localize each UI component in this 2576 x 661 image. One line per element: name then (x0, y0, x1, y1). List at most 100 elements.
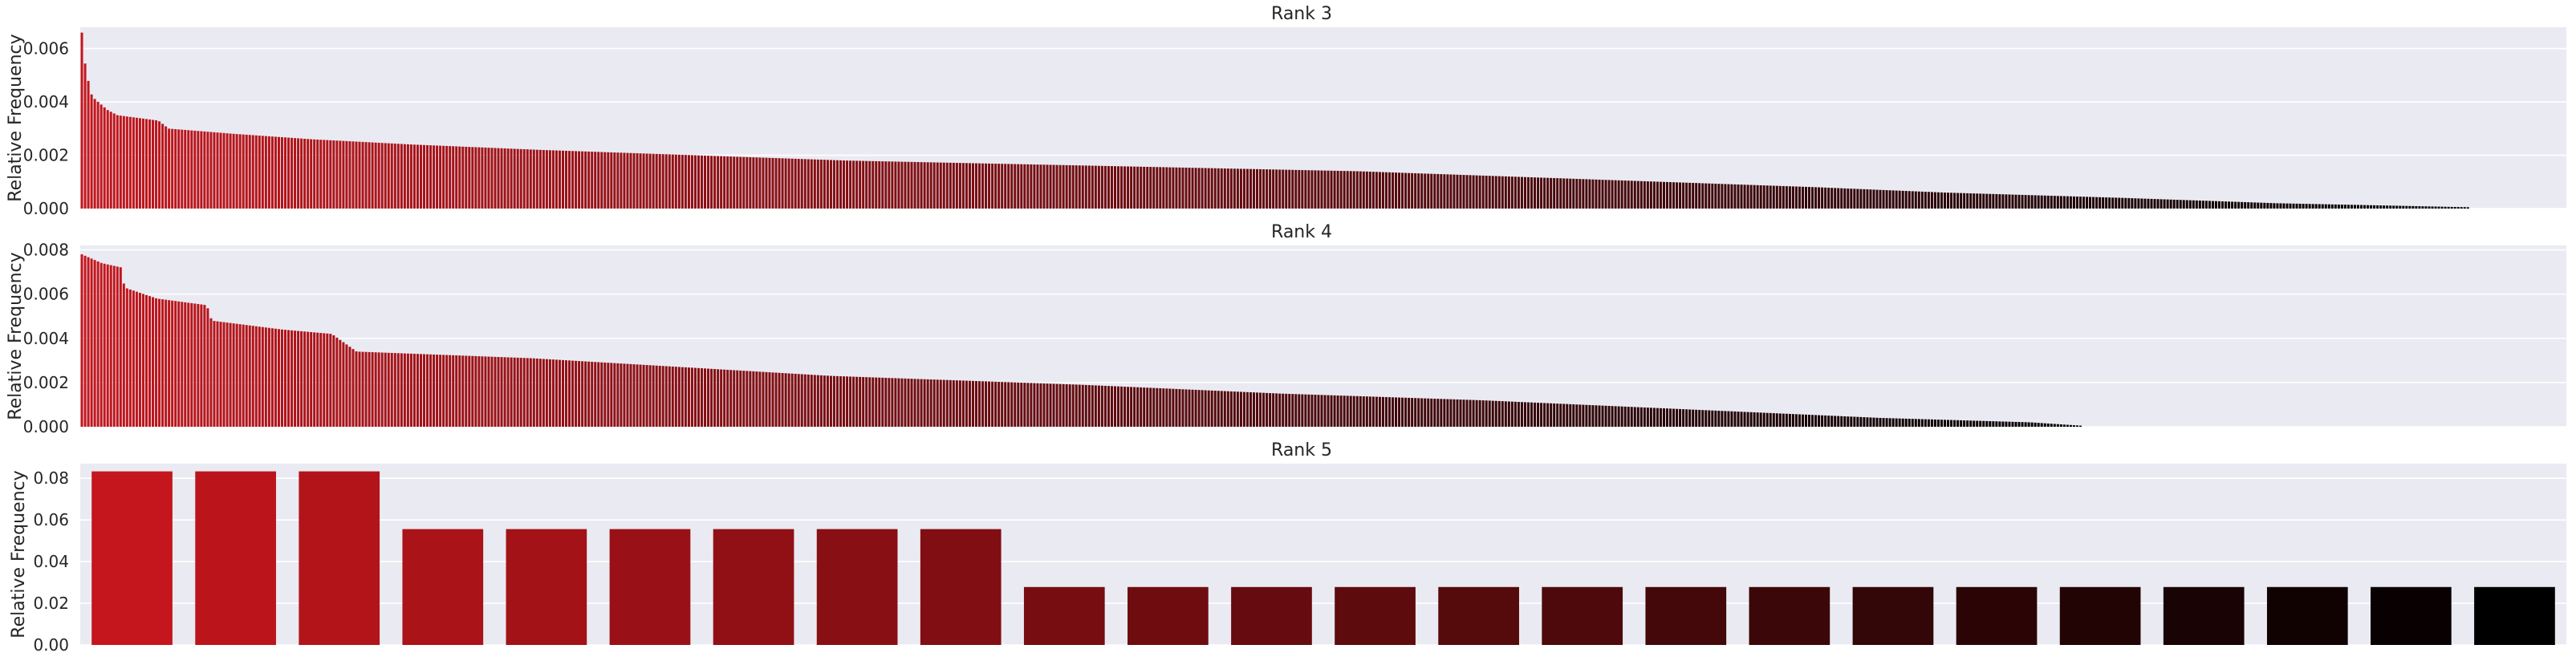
bar (2321, 204, 2324, 209)
bar (1704, 183, 1708, 209)
bar (1888, 190, 1891, 209)
bar (1408, 397, 1411, 427)
bar (2214, 201, 2217, 209)
bar (1882, 189, 1885, 209)
bar (597, 152, 600, 209)
bar (729, 156, 733, 209)
bar (994, 381, 997, 427)
bar (1811, 187, 1814, 209)
bar (939, 162, 942, 209)
bar (1733, 411, 1737, 427)
bar (1979, 420, 1982, 427)
bar (377, 142, 380, 209)
bar (197, 303, 200, 427)
bar (910, 379, 913, 427)
bar (1039, 383, 1042, 427)
bar (1765, 412, 1769, 427)
bar (568, 151, 571, 209)
bar (916, 379, 920, 427)
bar (872, 377, 875, 427)
bar (1646, 408, 1649, 427)
bar (920, 379, 923, 427)
bar (203, 305, 206, 427)
bar (985, 163, 988, 209)
bar (1572, 178, 1575, 209)
bar (1210, 168, 1213, 209)
bar (351, 141, 355, 209)
bar (1914, 419, 1917, 427)
bar (345, 140, 348, 209)
bar (1827, 416, 1830, 427)
bar (1388, 397, 1391, 427)
bar (1026, 383, 1030, 427)
bar (794, 373, 797, 427)
bar (784, 158, 787, 209)
bar (2011, 194, 2014, 209)
bar (862, 377, 865, 427)
bar (2266, 586, 2348, 645)
bar (1343, 171, 1346, 209)
bar (283, 330, 286, 427)
bar (1291, 394, 1294, 427)
bar (1872, 417, 1875, 427)
bar (1339, 395, 1343, 427)
bar (254, 326, 258, 427)
bar (1307, 394, 1310, 427)
bar (1335, 586, 1416, 645)
bar (1427, 398, 1430, 427)
bar (1989, 421, 1992, 427)
bar (187, 130, 190, 209)
bar (932, 162, 936, 209)
bar (1110, 166, 1113, 209)
bar (920, 529, 1002, 645)
bar (594, 362, 597, 427)
bar (1643, 180, 1646, 209)
bar (1888, 418, 1891, 427)
bar (926, 162, 929, 209)
bar (1695, 183, 1698, 209)
bar (929, 162, 932, 209)
bar (1291, 169, 1294, 209)
bar (270, 136, 274, 209)
bar (1127, 166, 1130, 209)
bar (1778, 185, 1782, 209)
bar (287, 137, 291, 209)
bar (1859, 189, 1863, 209)
bar (639, 153, 642, 209)
bar (1414, 172, 1417, 209)
bar (1001, 382, 1004, 427)
bar (1646, 181, 1649, 209)
bar (2046, 195, 2050, 209)
bar (1765, 185, 1769, 209)
bar (1818, 187, 1821, 209)
bar (1472, 399, 1475, 427)
bar (1830, 416, 1834, 427)
bar (1217, 391, 1220, 427)
y-tick-label: 0.006 (23, 39, 69, 59)
bar (746, 156, 749, 209)
bar (1030, 383, 1033, 427)
bar (1530, 402, 1534, 427)
bar (1282, 393, 1285, 427)
bar (1365, 171, 1368, 209)
bar (461, 146, 465, 209)
bar (942, 379, 945, 427)
bar (607, 152, 610, 209)
bar (603, 362, 607, 427)
bar (988, 381, 991, 427)
bar (1546, 403, 1550, 427)
bar (181, 129, 184, 209)
bar (875, 160, 878, 209)
bar (300, 330, 303, 427)
bar (1201, 390, 1204, 427)
bar (664, 366, 668, 427)
bar (332, 335, 335, 427)
bar (1453, 399, 1456, 427)
bar (1100, 385, 1103, 427)
bar (1995, 421, 1998, 427)
bar (1014, 382, 1017, 427)
bar (897, 161, 900, 209)
bar (2105, 197, 2108, 209)
bar (2276, 203, 2279, 209)
bar (310, 331, 313, 427)
